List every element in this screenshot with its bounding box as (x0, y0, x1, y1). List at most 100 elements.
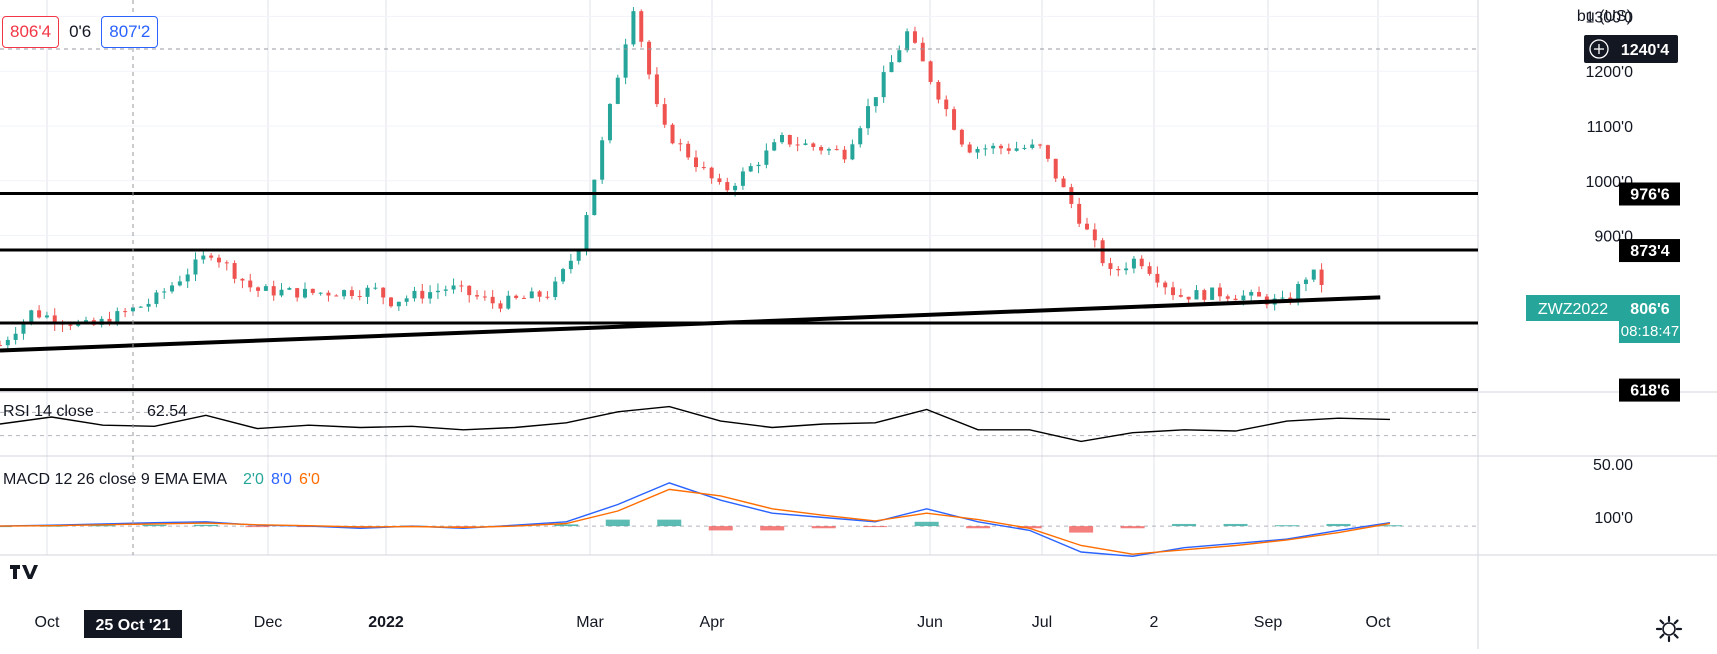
candle-body (576, 251, 581, 261)
time-tick-label: Apr (700, 614, 726, 631)
candle-body (607, 103, 612, 141)
candle-body (592, 179, 597, 216)
candle-body (889, 62, 894, 73)
macd-hist-bar (966, 526, 991, 529)
price-tick-label: 1200'0 (1585, 64, 1633, 81)
macd-hist-bar (1120, 526, 1145, 529)
candle-body (1296, 283, 1301, 303)
logo-bg (6, 561, 42, 583)
candle-body (1217, 287, 1222, 297)
candle-body (396, 301, 401, 307)
candle-body (568, 260, 573, 270)
candle-body (709, 167, 714, 179)
candle-body (326, 292, 331, 296)
candle-body (1233, 298, 1238, 301)
time-tick-label: Jul (1032, 614, 1052, 631)
rsi-line (0, 405, 1391, 443)
candle-body (84, 320, 89, 322)
candle-body (1194, 290, 1199, 300)
candle-body (459, 285, 464, 287)
candle-body (1053, 158, 1058, 179)
candle-body (287, 288, 292, 290)
candle-body (1202, 290, 1207, 300)
candle-body (631, 11, 636, 45)
candle-body (787, 134, 792, 145)
candle-body (764, 150, 769, 165)
candle-body (1092, 229, 1097, 241)
candle-body (772, 142, 777, 151)
candle-body (1241, 295, 1246, 301)
time-tick-label: Oct (1366, 614, 1391, 631)
macd-pane: MACD 12 26 close 9 EMA EMA 2'0 8'0 6'0 100'0 (0, 471, 1633, 583)
candle-body (232, 263, 237, 279)
horizontal-levels[interactable] (0, 191, 1478, 392)
candle-body (952, 109, 957, 130)
candles-layer (0, 7, 1324, 350)
candle-body (1178, 295, 1183, 297)
candle-body (561, 269, 566, 282)
candle-body (944, 99, 949, 110)
settings-gear-icon[interactable] (1654, 614, 1684, 644)
candle-body (537, 291, 542, 297)
candle-body (342, 290, 347, 297)
candle-body (647, 41, 652, 75)
candle-body (866, 106, 871, 129)
macd-hist-bar (554, 524, 579, 527)
candle-body (1303, 279, 1308, 284)
symbol-label: ZWZ2022 (1538, 301, 1608, 318)
macd-hist-bar (1326, 523, 1351, 527)
candle-body (623, 44, 628, 78)
candle-body (1116, 268, 1121, 271)
candle-body (193, 259, 198, 275)
candle-body (1171, 287, 1176, 296)
time-tick-label: Jun (917, 614, 943, 631)
macd-hist-bar (1017, 526, 1042, 529)
macd-hist-bar (142, 524, 167, 527)
candle-body (263, 286, 268, 291)
candle-body (1061, 178, 1066, 188)
candle-body (412, 290, 417, 299)
crosshair-price-label-bg (1584, 35, 1678, 64)
candle-body (420, 290, 425, 299)
crosshair-time-label-bg (84, 610, 182, 638)
candle-body (216, 257, 221, 263)
ask-price[interactable]: 807'2 (101, 16, 159, 48)
time-axis[interactable]: Oct Dec 2022 Mar Apr Jun Jul 2 Sep Oct 25 Oct '21 (35, 610, 1391, 638)
candle-body (185, 274, 190, 282)
candle-body (295, 288, 300, 298)
signal-line (0, 488, 1391, 555)
candle-body (357, 295, 362, 297)
macd-hist-value: 2'0 (243, 471, 264, 488)
macd-hist-bar (760, 526, 785, 531)
spread-value: 0'6 (69, 22, 92, 41)
candle-body (1163, 282, 1168, 288)
candle-body (803, 143, 808, 145)
candle-body (1155, 273, 1160, 283)
candle-body (701, 167, 706, 169)
time-tick-label: Sep (1254, 614, 1283, 631)
countdown-label: 08:18:47 (1621, 323, 1679, 340)
price-axis[interactable]: bu (US)1300'01200'01100'01000'0900'0976'… (1526, 8, 1680, 402)
candle-body (1280, 297, 1285, 299)
candle-body (107, 318, 112, 325)
candle-body (1022, 147, 1027, 149)
time-tick-label: Oct (35, 614, 60, 631)
bid-price[interactable]: 806'4 (2, 16, 60, 48)
candle-body (881, 72, 886, 98)
candle-body (310, 288, 315, 293)
candle-body (302, 288, 307, 298)
candle-body (256, 287, 261, 291)
candle-body (858, 128, 863, 145)
candle-body (154, 292, 159, 304)
candle-body (498, 303, 503, 309)
candle-body (146, 303, 151, 307)
symbol-label-bg (1526, 295, 1620, 321)
level-label-bg (1619, 239, 1680, 263)
candle-body (514, 295, 519, 298)
macd-title: MACD 12 26 close 9 EMA EMA (3, 471, 227, 488)
candle-body (998, 145, 1003, 149)
candle-body (553, 281, 558, 298)
candle-body (1108, 263, 1113, 269)
candle-body (670, 124, 675, 144)
